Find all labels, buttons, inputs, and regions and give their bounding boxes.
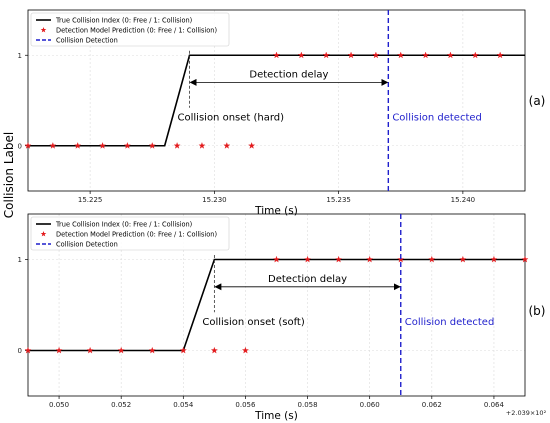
legend-swatch: [40, 231, 47, 237]
legend-box: [30, 12, 230, 47]
prediction-point: [179, 346, 187, 354]
prediction-point: [86, 346, 94, 354]
prediction-point: [347, 51, 355, 59]
prediction-point: [173, 142, 181, 149]
prediction-point: [372, 51, 380, 59]
legend-swatch: [40, 27, 47, 33]
prediction-point: [335, 255, 343, 263]
prediction-point: [198, 142, 206, 149]
onset-annotation: Collision onset (hard): [178, 112, 285, 123]
y-tick-label: 0: [18, 347, 22, 355]
plot-frame: [27, 9, 526, 192]
prediction-point: [446, 51, 454, 59]
x-tick-label: 15.235: [326, 196, 351, 204]
panel-a: 15.225 15.230 15.235 15.240 0 1 Time (s) Detect…: [18, 9, 546, 217]
x-axis-label: Time (s): [254, 410, 298, 422]
legend-label: Detection Model Prediction (0: Free / 1:…: [56, 230, 217, 238]
plot-frame: [27, 213, 526, 397]
prediction-point: [322, 51, 330, 59]
delay-annotation: Detection delay: [268, 274, 347, 285]
prediction-point: [397, 51, 405, 59]
prediction-point: [297, 51, 305, 59]
prediction-point: [428, 255, 436, 263]
x-tick-label: 15.240: [451, 196, 476, 204]
x-tick-label: 0.058: [298, 401, 318, 409]
onset-annotation: Collision onset (soft): [202, 317, 304, 328]
x-tick-label: 0.064: [484, 401, 505, 409]
x-offset-label: +2.039×10²: [506, 409, 547, 417]
true-collision-line: [28, 54, 525, 147]
prediction-point: [471, 51, 479, 59]
legend-label: Collision Detection: [56, 36, 118, 44]
y-tick-label: 0: [18, 142, 22, 150]
panel-label: (a): [529, 94, 546, 108]
delay-annotation: Detection delay: [249, 69, 328, 80]
prediction-point: [148, 346, 156, 354]
x-tick-label: 15.225: [78, 196, 103, 204]
x-tick-label: 15.230: [202, 196, 227, 204]
y-axis-label: Collision Label: [2, 132, 16, 218]
y-tick-label: 1: [18, 256, 22, 264]
detected-annotation: Collision detected: [392, 112, 482, 123]
legend-label: Detection Model Prediction (0: Free / 1:…: [56, 26, 217, 34]
x-tick-label: 0.054: [173, 401, 194, 409]
prediction-point: [248, 142, 256, 149]
legend-label: True Collision Index (0: Free / 1: Colli…: [55, 220, 192, 228]
x-tick-label: 0.062: [422, 401, 442, 409]
prediction-point: [55, 346, 63, 354]
prediction-point: [241, 346, 249, 354]
prediction-point: [123, 142, 131, 149]
prediction-point: [273, 255, 280, 263]
x-tick-label: 0.060: [360, 401, 380, 409]
x-tick-label: 0.052: [111, 401, 131, 409]
detected-annotation: Collision detected: [405, 317, 495, 328]
prediction-point: [521, 255, 529, 263]
prediction-point: [496, 51, 504, 59]
prediction-point: [223, 142, 231, 149]
prediction-point: [490, 255, 498, 263]
x-tick-label: 0.050: [49, 401, 69, 409]
x-tick-label: 0.056: [235, 401, 256, 409]
prediction-point: [74, 142, 82, 149]
legend-label: True Collision Index (0: Free / 1: Colli…: [55, 16, 192, 24]
prediction-point: [210, 346, 218, 354]
prediction-point: [24, 346, 32, 354]
prediction-point: [24, 142, 32, 149]
prediction-point: [366, 255, 374, 263]
prediction-point: [397, 255, 405, 263]
y-tick-label: 1: [18, 52, 22, 60]
legend-label: Collision Detection: [56, 240, 118, 248]
prediction-point: [148, 142, 156, 149]
panel-label: (b): [529, 304, 546, 318]
prediction-point: [273, 51, 280, 59]
x-axis-label: Time (s): [254, 205, 298, 217]
prediction-point: [304, 255, 312, 263]
legend-box: [30, 216, 230, 251]
prediction-point: [117, 346, 125, 354]
panel-b: 0.050 0.052 0.054 0.056 0.058 0.060 0.062 0.064…: [18, 213, 547, 422]
prediction-point: [99, 142, 107, 149]
prediction-point: [49, 142, 57, 149]
prediction-point: [422, 51, 430, 59]
prediction-point: [459, 255, 467, 263]
